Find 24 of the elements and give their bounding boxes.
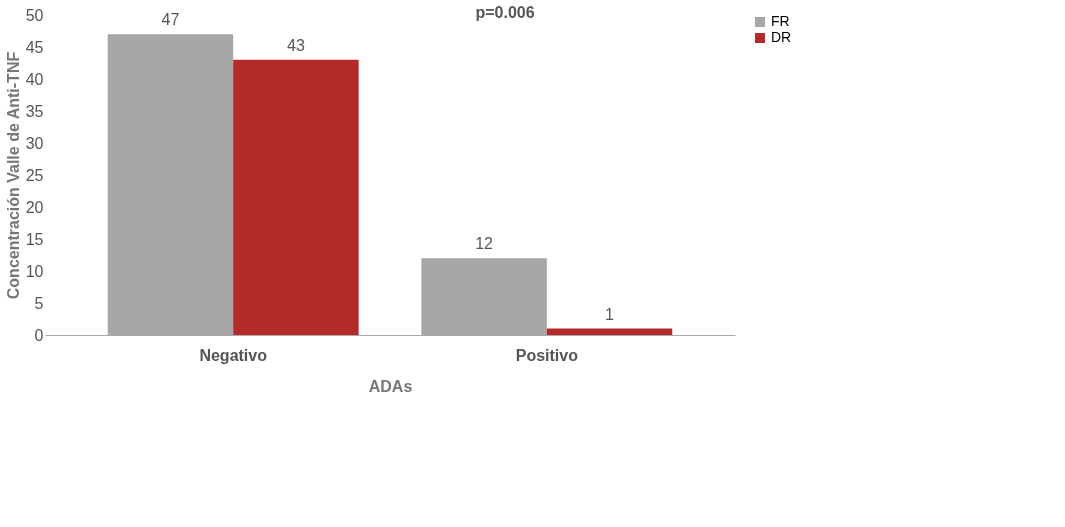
y-tick-label: 15 (25, 230, 44, 248)
y-tick-label: 40 (25, 70, 44, 88)
y-tick-label: 20 (25, 198, 44, 216)
y-tick-label: 10 (25, 262, 44, 280)
y-tick-label: 0 (34, 326, 44, 344)
annotation: p=0.006 (475, 4, 535, 21)
y-tick-label: 35 (25, 102, 44, 120)
y-tick-label: 5 (34, 294, 44, 312)
data-label: 43 (287, 36, 305, 54)
y-axis-title: Concentración Valle de Anti-TNF (4, 51, 22, 300)
y-tick-label: 30 (25, 134, 44, 152)
data-label: 1 (605, 305, 615, 323)
x-tick-label: Positivo (515, 346, 579, 364)
legend-label: DR (771, 29, 792, 45)
y-tick-label: 25 (25, 166, 44, 184)
legend-label: FR (771, 13, 790, 29)
y-tick-label: 50 (25, 6, 44, 24)
bar (233, 59, 359, 335)
data-label: 12 (475, 235, 494, 253)
y-tick-label: 45 (25, 38, 44, 56)
x-tick-label: Negativo (199, 346, 268, 364)
x-axis-title: ADAs (368, 377, 413, 395)
data-label: 47 (161, 11, 180, 29)
bar (546, 328, 673, 335)
